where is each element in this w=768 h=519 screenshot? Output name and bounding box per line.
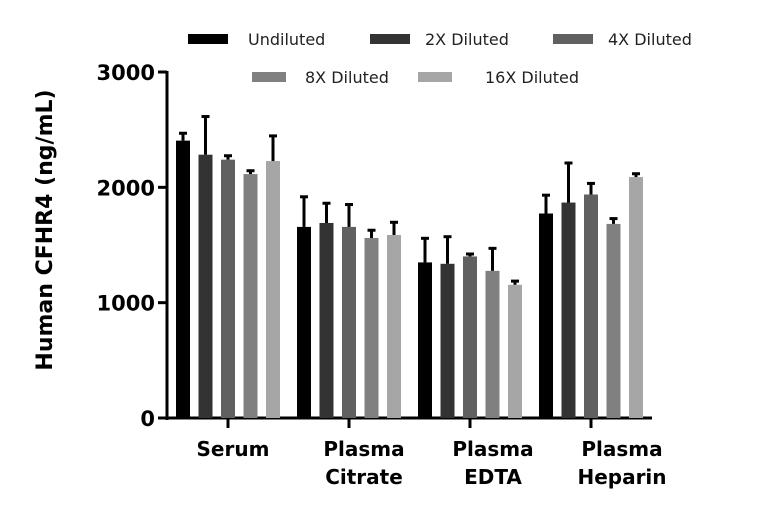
bar <box>539 213 553 418</box>
bar <box>198 154 213 418</box>
legend-swatch <box>553 34 593 44</box>
bar <box>176 140 190 418</box>
bar <box>266 161 280 418</box>
legend-label: 2X Diluted <box>425 30 509 49</box>
legend-label: 8X Diluted <box>305 68 389 87</box>
bar <box>629 177 643 418</box>
bar <box>485 270 500 418</box>
bar <box>221 159 235 419</box>
legend-swatch <box>418 72 452 82</box>
bar <box>418 262 432 418</box>
legend-swatch <box>252 72 286 82</box>
bar <box>561 202 576 418</box>
y-tick-label: 3000 <box>97 61 155 85</box>
x-tick-label: Serum <box>197 437 270 461</box>
bar <box>342 226 356 418</box>
bar <box>584 194 598 418</box>
bar <box>606 223 621 418</box>
x-tick-label: Plasma <box>452 437 533 461</box>
bar <box>387 234 401 418</box>
legend-label: Undiluted <box>248 30 325 49</box>
legend-label: 4X Diluted <box>608 30 692 49</box>
bar <box>364 237 379 418</box>
y-tick-label: 2000 <box>97 176 155 200</box>
x-tick-label: Plasma <box>581 437 662 461</box>
legend-swatch <box>188 34 228 44</box>
bar <box>243 174 258 418</box>
y-tick-label: 0 <box>140 407 155 431</box>
x-tick-label: Heparin <box>577 465 666 489</box>
bar <box>508 284 522 418</box>
y-axis-label: Human CFHR4 (ng/mL) <box>33 89 58 370</box>
x-tick-label: EDTA <box>464 465 522 489</box>
bar <box>440 263 455 418</box>
bar <box>297 226 311 418</box>
x-tick-label: Plasma <box>323 437 404 461</box>
legend-swatch <box>370 34 410 44</box>
bar <box>319 222 334 418</box>
bar <box>463 256 477 418</box>
x-tick-label: Citrate <box>325 465 403 489</box>
y-tick-label: 1000 <box>97 292 155 316</box>
legend-label: 16X Diluted <box>485 68 579 87</box>
